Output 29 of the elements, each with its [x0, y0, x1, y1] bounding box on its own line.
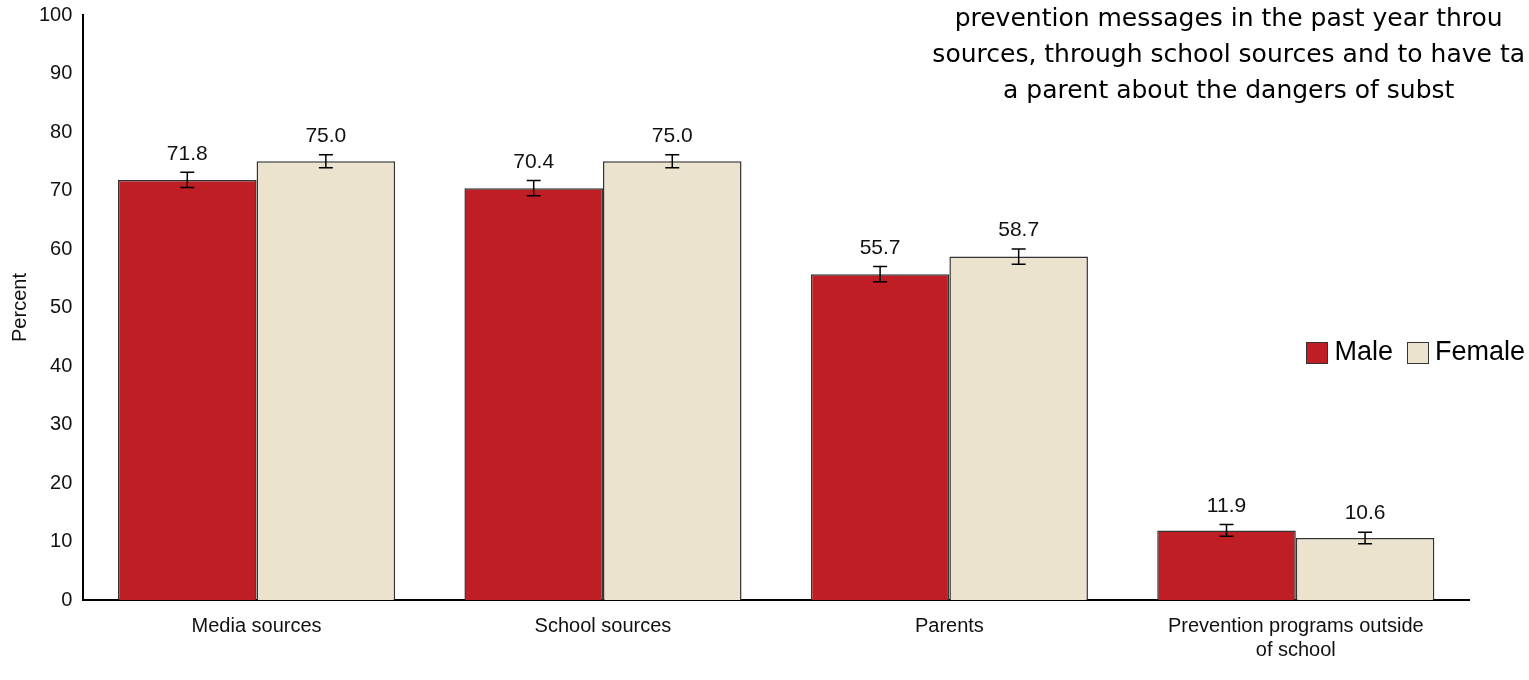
x-tick-label: School sources — [534, 613, 672, 636]
y-tick-label: 70 — [50, 178, 73, 201]
y-tick-label: 0 — [61, 587, 73, 610]
annotation: prevention messages in the past year throu — [953, 2, 1504, 34]
data-label: 70.4 — [513, 148, 555, 172]
y-tick-label: 90 — [50, 61, 73, 84]
y-tick-label: 10 — [50, 529, 73, 552]
x-tick-label: Media sources — [191, 613, 322, 636]
x-tick-label: Prevention programs outside of school — [1167, 613, 1424, 660]
y-tick-label: 20 — [50, 470, 73, 493]
data-label: 75.0 — [305, 123, 347, 147]
y-tick-label: 50 — [50, 295, 73, 318]
legend-label: Male — [1333, 336, 1393, 367]
y-tick-label: 100 — [38, 2, 73, 25]
data-label: 11.9 — [1206, 492, 1247, 516]
x-tick-label: Parents — [914, 613, 984, 636]
data-label: 55.7 — [859, 234, 901, 258]
y-tick-label: 80 — [50, 119, 73, 142]
y-tick-label: 30 — [50, 412, 73, 435]
data-label: 58.7 — [998, 217, 1040, 241]
annotation: sources, through school sources and to have ta — [932, 38, 1525, 70]
y-tick-label: 40 — [50, 353, 73, 376]
data-label: 10.6 — [1344, 500, 1386, 524]
data-label: 75.0 — [651, 123, 693, 147]
annotation: a parent about the dangers of subst — [1002, 74, 1456, 106]
y-tick-label: 60 — [50, 236, 73, 259]
data-label: 71.8 — [166, 140, 208, 164]
legend-label: Female — [1433, 336, 1525, 367]
y-axis-title: Percent — [7, 272, 30, 342]
